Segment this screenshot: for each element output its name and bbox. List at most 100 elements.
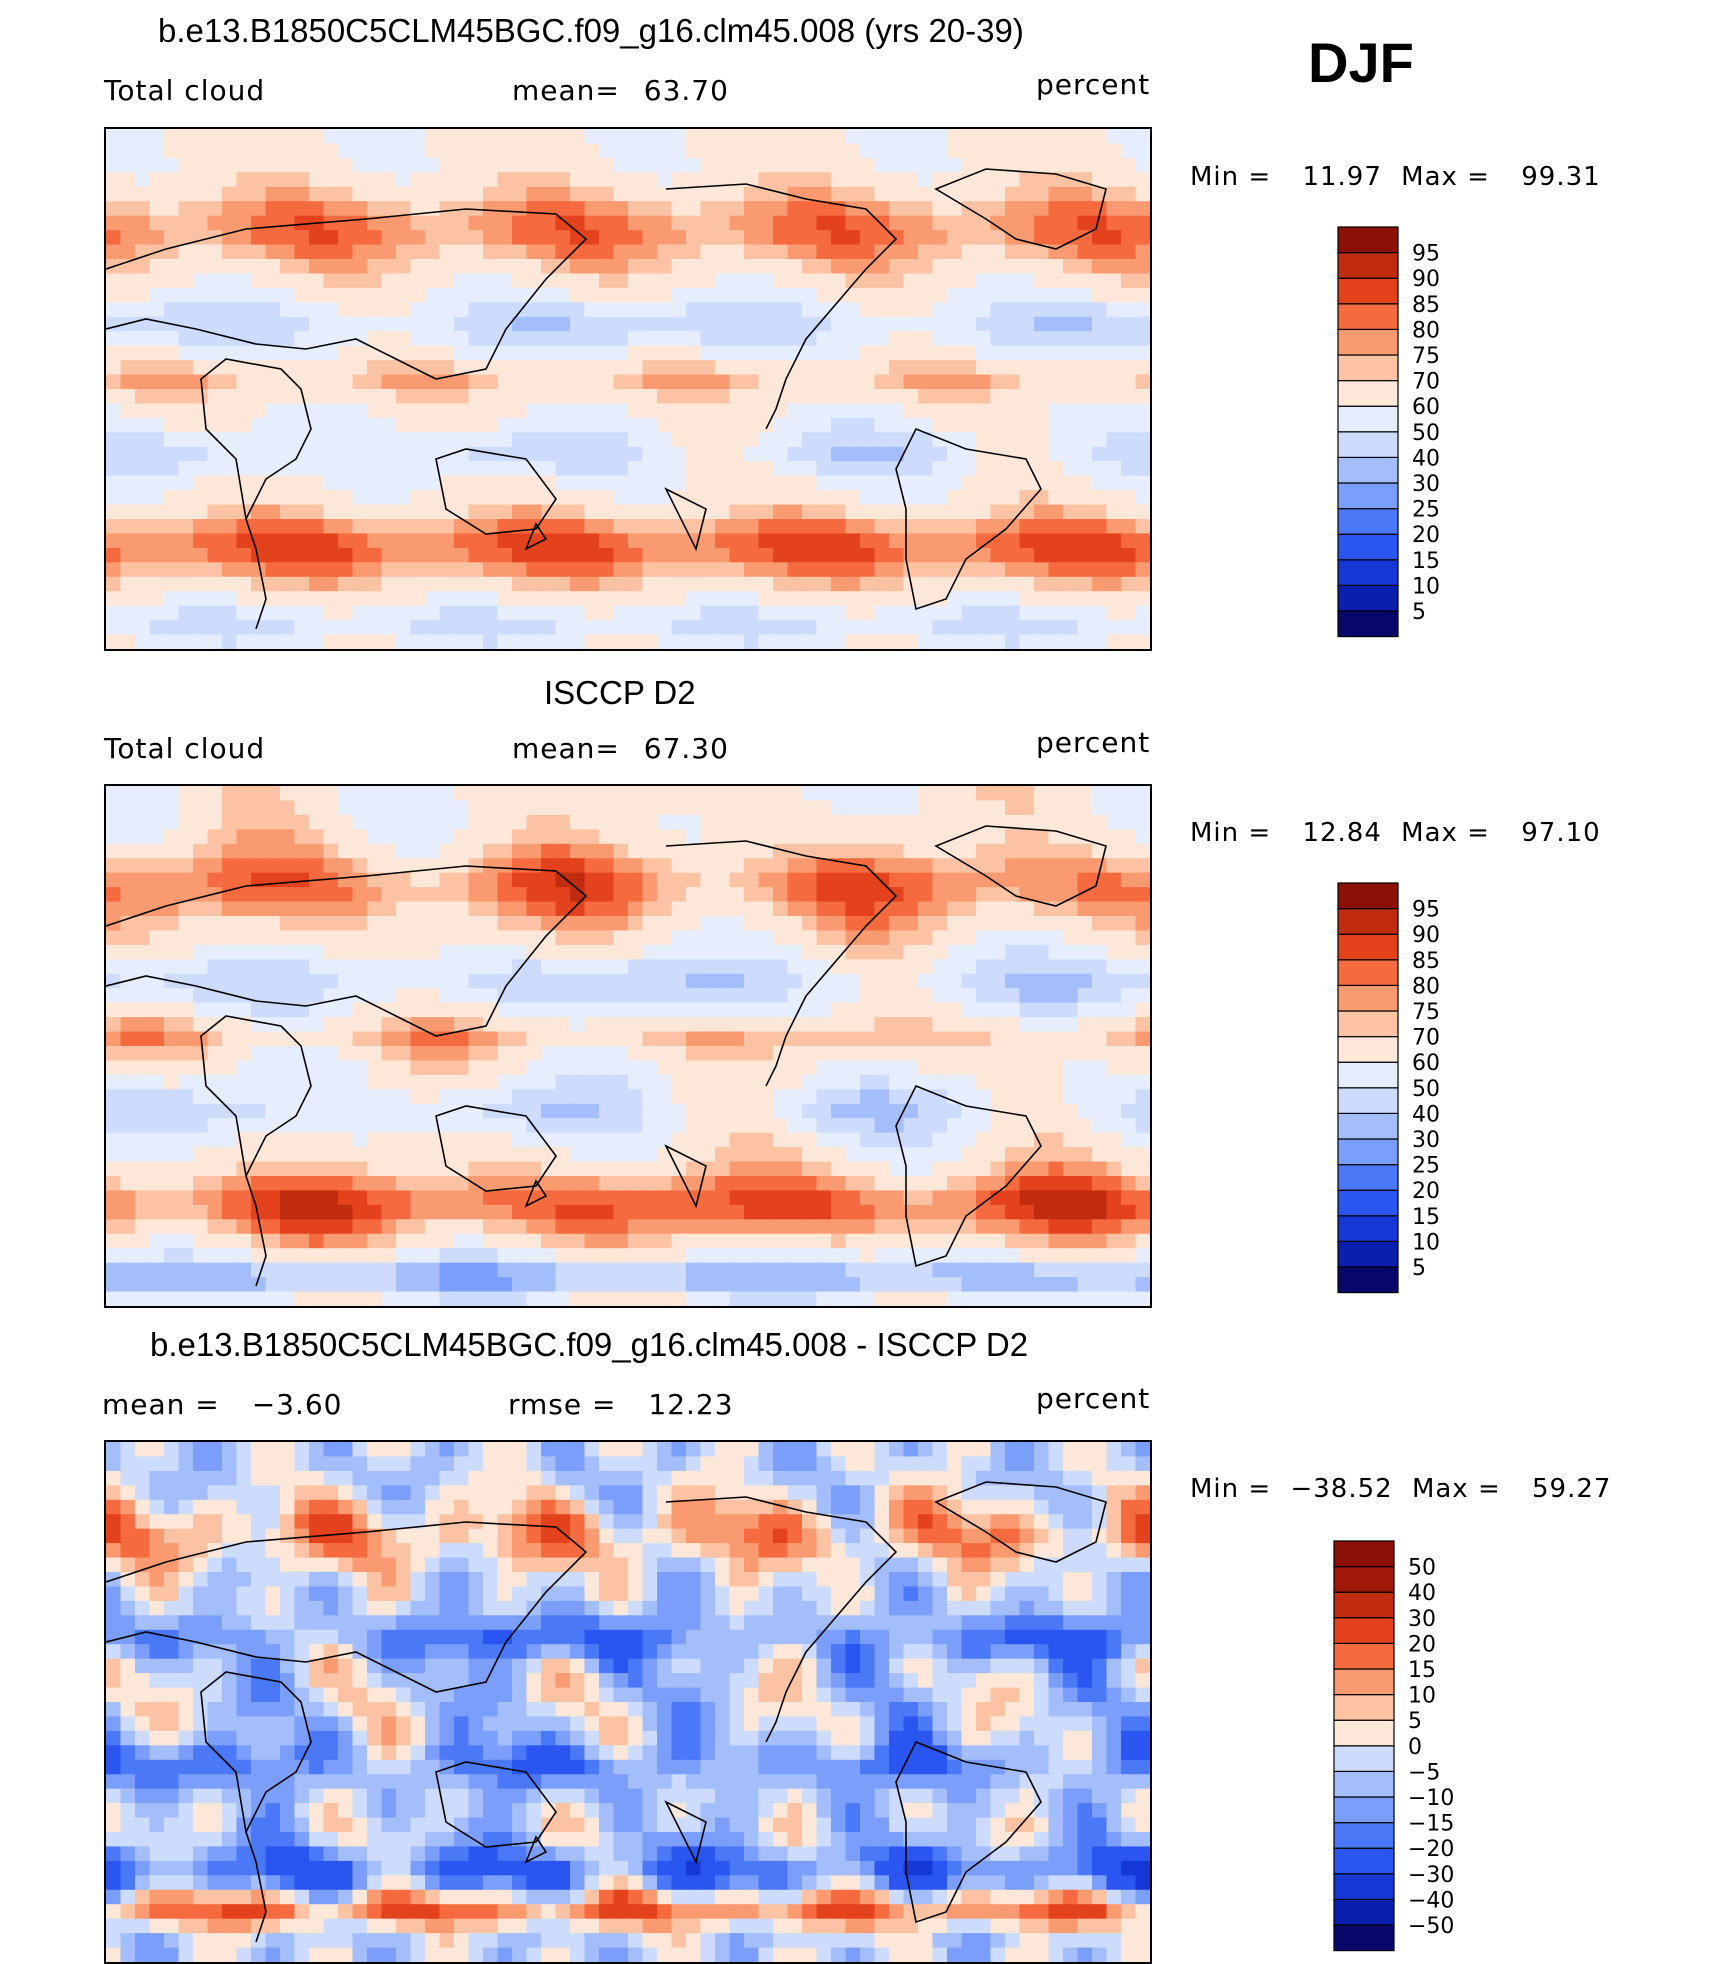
panel1-field-cell (1005, 562, 1021, 578)
panel2-field-cell (1135, 944, 1150, 960)
panel1-field-cell (265, 519, 281, 535)
panel1-field-cell (613, 259, 629, 275)
panel1-field-cell (497, 446, 513, 462)
panel2-field-cell (454, 916, 470, 932)
panel1-field-cell (628, 186, 644, 202)
panel2-field-cell (1121, 988, 1137, 1004)
panel1-field-cell (816, 143, 832, 159)
panel2-field-cell (816, 1147, 832, 1163)
panel1-field-cell (222, 432, 238, 448)
panel2-field-cell (352, 1219, 368, 1235)
panel2-field-cell (497, 973, 513, 989)
panel2-field-cell (874, 1233, 890, 1249)
panel2-field-cell (686, 973, 702, 989)
panel1-field-cell (323, 634, 339, 649)
panel1-field-cell (1077, 403, 1093, 419)
panel2-field-cell (729, 916, 745, 932)
panel2-field-cell (381, 814, 397, 830)
panel1-field-cell (1106, 417, 1122, 433)
panel2-field-cell (222, 872, 238, 888)
panel2-field-cell (903, 1031, 919, 1047)
panel2-field-cell (526, 872, 542, 888)
panel2-field-cell (512, 887, 528, 903)
panel1-field-cell (976, 360, 992, 376)
panel1-field-cell (236, 417, 252, 433)
panel1-field-cell (1063, 287, 1079, 303)
panel1-field-cell (396, 287, 412, 303)
panel1-field-cell (831, 547, 847, 563)
panel1-field-cell (976, 562, 992, 578)
panel1-field-cell (439, 230, 455, 246)
panel1-field-cell (1019, 215, 1035, 231)
panel2-field-cell (106, 1074, 122, 1090)
panel1-field-cell (236, 230, 252, 246)
panel2-field-cell (1019, 988, 1035, 1004)
panel2-field-cell (149, 814, 165, 830)
panel2-field-cell (613, 1017, 629, 1033)
panel2-field-cell (729, 1147, 745, 1163)
panel1-field-cell (164, 562, 180, 578)
panel1-field-cell (729, 186, 745, 202)
panel2-field-cell (468, 1074, 484, 1090)
panel1-field-cell (265, 576, 281, 592)
panel1-field-cell (570, 215, 586, 231)
panel2-field-cell (918, 1031, 934, 1047)
panel1-field-cell (454, 186, 470, 202)
panel1-field-cell (961, 519, 977, 535)
panel1-field-cell (483, 605, 499, 621)
panel1-field-cell (715, 215, 731, 231)
panel1-field-cell (831, 244, 847, 260)
panel2-field-cell (454, 1060, 470, 1076)
panel1-field-cell (918, 432, 934, 448)
panel2-field-cell (222, 1176, 238, 1192)
panel1-field-cell (657, 504, 673, 520)
panel2-field-cell (700, 930, 716, 946)
panel2-field-cell (889, 1147, 905, 1163)
panel2-field-cell (236, 944, 252, 960)
panel2-field-cell (961, 1204, 977, 1220)
panel1-field-cell (816, 273, 832, 289)
panel2-field-cell (787, 1002, 803, 1018)
panel1-field-cell (352, 302, 368, 318)
panel1-field-cell (903, 129, 919, 145)
panel1-field-cell (831, 533, 847, 549)
panel2-field-cell (773, 1074, 789, 1090)
panel1-field-cell (396, 143, 412, 159)
panel2-field-cell (628, 843, 644, 859)
panel1-field-cell (338, 576, 354, 592)
panel2-field-cell (439, 1118, 455, 1134)
panel1-field-cell (352, 143, 368, 159)
panel1-field-cell (396, 302, 412, 318)
panel1-field-cell (1034, 360, 1050, 376)
panel2-field-cell (903, 872, 919, 888)
panel2-field-cell (468, 1060, 484, 1076)
panel1-field-cell (251, 186, 267, 202)
panel1-field-cell (425, 504, 441, 520)
panel2-field-cell (570, 829, 586, 845)
panel1-field-cell (149, 360, 165, 376)
panel2-field-cell (338, 1161, 354, 1177)
panel1-field-cell (599, 331, 615, 347)
panel1-field-cell (802, 244, 818, 260)
panel2-field-cell (976, 1233, 992, 1249)
panel1-field-cell (222, 461, 238, 477)
panel2-field-cell (236, 1074, 252, 1090)
panel2-field-cell (367, 1147, 383, 1163)
panel1-field-cell (120, 201, 136, 217)
panel1-field-cell (976, 389, 992, 405)
panel2-field-cell (207, 1233, 223, 1249)
panel1-field-cell (1048, 259, 1064, 275)
panel2-field-cell (758, 1118, 774, 1134)
panel2-field-cell (265, 1176, 281, 1192)
panel1-field-cell (338, 302, 354, 318)
panel2-field-cell (700, 901, 716, 917)
panel1-field-cell (1034, 533, 1050, 549)
panel1-field-cell (526, 143, 542, 159)
panel2-field-cell (700, 959, 716, 975)
panel2-field-cell (642, 1046, 658, 1062)
panel1-field-cell (135, 562, 151, 578)
panel1-field-cell (860, 143, 876, 159)
panel1-field-cell (715, 417, 731, 433)
panel1-field-cell (1063, 244, 1079, 260)
panel2-field-cell (1092, 829, 1108, 845)
